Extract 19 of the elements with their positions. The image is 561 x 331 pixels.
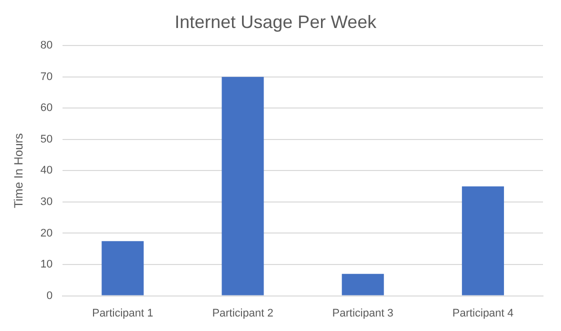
bar	[102, 241, 144, 296]
y-tick-label: 30	[40, 196, 53, 208]
y-tick-label: 20	[40, 227, 53, 240]
x-tick-label: Participant 1	[92, 307, 154, 320]
x-tick-label: Participant 4	[452, 307, 514, 320]
y-tick-label: 50	[40, 133, 53, 146]
y-tick-label: 70	[40, 70, 53, 83]
bar	[222, 76, 264, 296]
y-tick-label: 80	[40, 40, 53, 52]
bar	[342, 274, 384, 296]
bar	[462, 186, 504, 296]
y-tick-label: 40	[40, 164, 53, 177]
y-tick-label: 60	[40, 102, 53, 114]
y-axis-title: Time In Hours	[12, 133, 26, 208]
chart-title: Internet Usage Per Week	[174, 12, 378, 32]
y-tick-label: 10	[40, 258, 53, 271]
x-tick-label: Participant 3	[332, 307, 394, 320]
x-tick-label: Participant 2	[212, 307, 274, 320]
y-tick-label: 0	[46, 290, 53, 302]
